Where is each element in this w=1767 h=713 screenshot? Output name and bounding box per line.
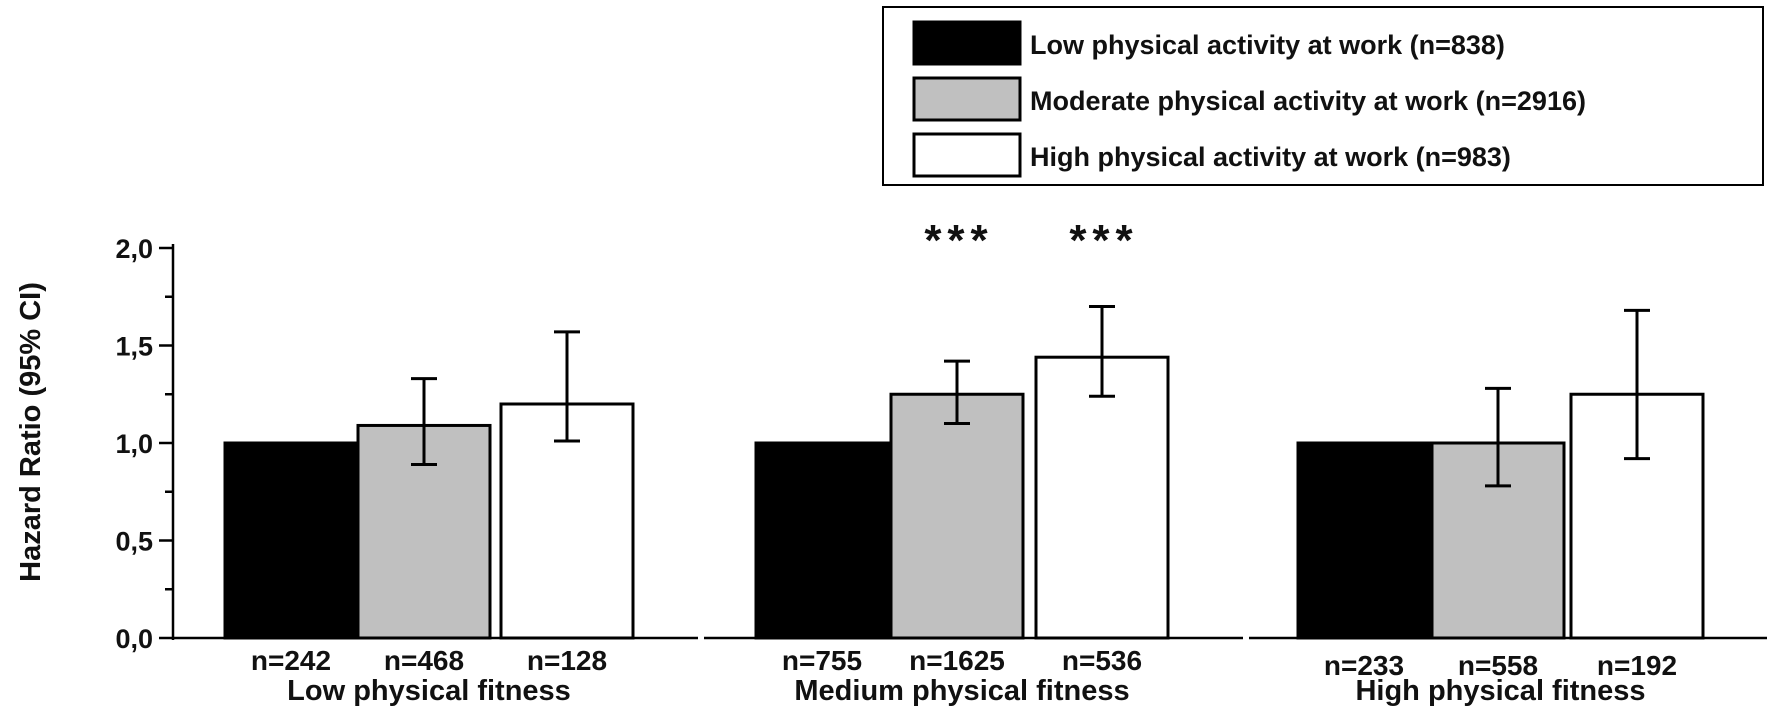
bar-n-label: n=1625 (909, 645, 1005, 676)
legend-swatch-3 (912, 132, 1022, 178)
legend-label-3: High physical activity at work (n=983) (1030, 142, 1511, 172)
significance-marker: *** (1069, 216, 1138, 265)
bar (754, 441, 890, 640)
bar (223, 441, 359, 640)
bar (1034, 355, 1170, 640)
legend-label-1: Low physical activity at work (n=838) (1030, 30, 1505, 60)
bar-n-label: n=536 (1062, 645, 1142, 676)
y-axis: 0,0 0,5 1,0 1,5 2,0 (115, 234, 175, 654)
bar-n-label: n=468 (384, 645, 464, 676)
y-tick-label: 2,0 (115, 234, 153, 264)
significance-marker: *** (924, 216, 993, 265)
group-label: Low physical fitness (287, 675, 571, 707)
y-tick-label: 1,5 (115, 332, 153, 362)
bar-n-label: n=755 (782, 645, 862, 676)
bar (499, 402, 635, 640)
y-tick-label: 0,5 (115, 527, 153, 557)
legend-frame (882, 6, 1764, 186)
legend: Low physical activity at work (n=838) Mod… (882, 6, 1764, 186)
y-tick-label: 1,0 (115, 429, 153, 459)
bar-n-label: n=128 (527, 645, 607, 676)
y-axis-label: Hazard Ratio (95% CI) (15, 282, 47, 582)
legend-swatch-2 (912, 76, 1022, 122)
bar-n-label: n=192 (1597, 650, 1677, 681)
group-label: High physical fitness (1355, 675, 1645, 707)
group-label: Medium physical fitness (794, 675, 1129, 707)
bar-n-label: n=233 (1324, 650, 1404, 681)
bar-n-label: n=242 (251, 645, 331, 676)
bar (889, 392, 1025, 640)
legend-swatch-1 (912, 20, 1022, 66)
y-tick-label: 0,0 (115, 624, 153, 654)
bar (1296, 441, 1432, 640)
bar-n-label: n=558 (1458, 650, 1538, 681)
legend-label-2: Moderate physical activity at work (n=29… (1030, 86, 1586, 116)
